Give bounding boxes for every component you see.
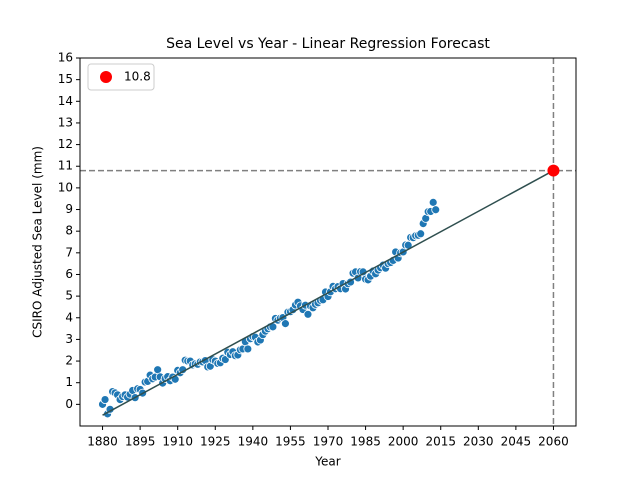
plot-frame <box>79 57 577 427</box>
y-tick-label: 4 <box>65 310 73 324</box>
y-tick-label: 14 <box>58 94 73 108</box>
x-tick-label: 2015 <box>425 435 456 449</box>
y-tick-label: 3 <box>65 332 73 346</box>
data-point <box>416 229 426 239</box>
y-tick-label: 8 <box>65 224 73 238</box>
x-tick-label: 1985 <box>350 435 381 449</box>
legend-box <box>87 63 155 91</box>
x-tick-label: 1895 <box>125 435 156 449</box>
legend-marker <box>100 71 112 83</box>
forecast-point <box>547 164 560 177</box>
y-tick-label: 2 <box>65 354 73 368</box>
regression-line <box>102 169 554 416</box>
y-tick-label: 0 <box>65 397 73 411</box>
data-point <box>100 395 110 404</box>
y-axis-label: CSIRO Adjusted Sea Level (mm) <box>31 146 45 338</box>
x-tick-label: 2030 <box>463 435 494 449</box>
y-tick-label: 13 <box>58 115 73 129</box>
x-tick-label: 2000 <box>388 435 419 449</box>
y-tick-label: 7 <box>65 245 73 259</box>
data-point <box>431 205 441 215</box>
y-tick-label: 12 <box>58 137 73 151</box>
x-tick-label: 1880 <box>87 435 118 449</box>
x-tick-label: 1910 <box>162 435 193 449</box>
data-point <box>303 309 313 319</box>
y-tick-label: 1 <box>65 375 73 389</box>
x-tick-label: 1955 <box>275 435 306 449</box>
y-tick-label: 15 <box>58 72 73 86</box>
y-tick-label: 11 <box>58 159 73 173</box>
y-tick-label: 10 <box>58 180 73 194</box>
y-tick-label: 5 <box>65 289 73 303</box>
y-tick-label: 9 <box>65 202 73 216</box>
data-point <box>428 197 438 207</box>
y-tick-label: 6 <box>65 267 73 281</box>
y-tick-label: 16 <box>58 51 73 65</box>
data-point <box>281 319 290 329</box>
x-tick-label: 1970 <box>313 435 344 449</box>
x-tick-label: 1925 <box>200 435 231 449</box>
x-tick-label: 2060 <box>538 435 569 449</box>
x-tick-label: 1940 <box>238 435 269 449</box>
chart-title: Sea Level vs Year - Linear Regression Fo… <box>166 36 490 52</box>
x-tick-label: 2045 <box>501 435 532 449</box>
x-axis-label: Year <box>314 455 340 469</box>
legend-label: 10.8 <box>124 70 151 84</box>
data-point <box>243 344 253 354</box>
